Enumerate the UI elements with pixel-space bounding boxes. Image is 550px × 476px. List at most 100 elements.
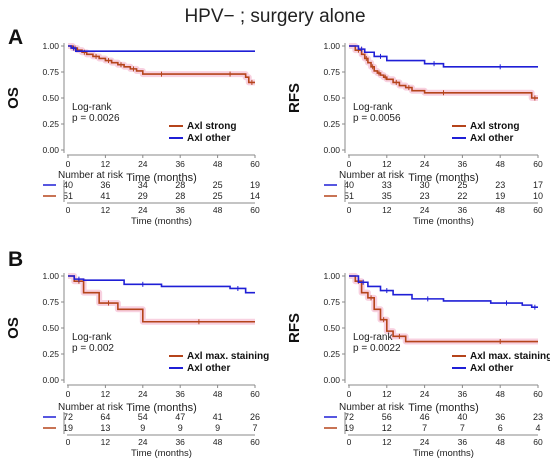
x-tick-label: 48 bbox=[495, 389, 505, 399]
risk-time-label: 36 bbox=[175, 437, 185, 447]
risk-count: 51 bbox=[63, 191, 73, 201]
x-tick-label: 48 bbox=[213, 389, 223, 399]
risk-count: 7 bbox=[252, 423, 257, 433]
figure-title: HPV− ; surgery alone bbox=[184, 6, 365, 27]
risk-time-label: 48 bbox=[213, 437, 223, 447]
logrank-label: Log-rank bbox=[72, 102, 112, 113]
risk-x-axis-label: Time (months) bbox=[413, 216, 474, 227]
y-tick-label: 1.00 bbox=[323, 271, 340, 281]
x-tick-label: 60 bbox=[533, 159, 543, 169]
risk-count: 46 bbox=[420, 412, 430, 422]
risk-count: 6 bbox=[498, 423, 503, 433]
risk-time-label: 0 bbox=[66, 205, 71, 215]
x-axis-label: Time (months) bbox=[408, 402, 479, 414]
risk-count: 9 bbox=[215, 423, 220, 433]
x-axis-label: Time (months) bbox=[126, 172, 197, 184]
risk-time-label: 60 bbox=[533, 205, 543, 215]
risk-count: 64 bbox=[100, 412, 110, 422]
section-letter-a: A bbox=[8, 26, 23, 49]
risk-count: 28 bbox=[175, 180, 185, 190]
y-tick-label: 0.00 bbox=[42, 145, 59, 155]
x-tick-label: 0 bbox=[66, 159, 71, 169]
legend-label: Axl max. staining bbox=[187, 351, 269, 362]
risk-count: 25 bbox=[457, 180, 467, 190]
risk-time-label: 36 bbox=[458, 437, 468, 447]
y-tick-label: 0.75 bbox=[323, 67, 340, 77]
risk-count: 9 bbox=[178, 423, 183, 433]
x-tick-label: 24 bbox=[138, 389, 148, 399]
y-tick-label: 0.50 bbox=[42, 323, 59, 333]
risk-table-title: Number at risk bbox=[58, 170, 124, 181]
risk-time-label: 24 bbox=[138, 437, 148, 447]
risk-count: 54 bbox=[138, 412, 148, 422]
y-tick-label: 0.00 bbox=[42, 375, 59, 385]
km-curve-axl-strong bbox=[349, 275, 538, 343]
km-curve-axl-other bbox=[349, 275, 538, 308]
risk-count: 40 bbox=[63, 180, 73, 190]
risk-time-label: 48 bbox=[213, 205, 223, 215]
x-tick-label: 12 bbox=[382, 159, 392, 169]
risk-time-label: 0 bbox=[66, 437, 71, 447]
risk-count: 7 bbox=[422, 423, 427, 433]
risk-time-label: 0 bbox=[347, 437, 352, 447]
x-axis-label: Time (months) bbox=[126, 402, 197, 414]
risk-x-axis-label: Time (months) bbox=[131, 448, 192, 459]
x-tick-label: 48 bbox=[495, 159, 505, 169]
p-value: p = 0.0022 bbox=[353, 343, 401, 354]
y-tick-label: 0.75 bbox=[323, 297, 340, 307]
x-tick-label: 36 bbox=[175, 159, 185, 169]
risk-time-label: 36 bbox=[458, 205, 468, 215]
risk-count: 13 bbox=[100, 423, 110, 433]
risk-count: 9 bbox=[140, 423, 145, 433]
y-tick-label: 0.50 bbox=[323, 323, 340, 333]
risk-time-label: 24 bbox=[138, 205, 148, 215]
risk-count: 12 bbox=[382, 423, 392, 433]
risk-time-label: 24 bbox=[420, 205, 430, 215]
risk-time-label: 36 bbox=[175, 205, 185, 215]
x-tick-label: 0 bbox=[347, 389, 352, 399]
risk-count: 7 bbox=[460, 423, 465, 433]
y-tick-label: 0.25 bbox=[323, 349, 340, 359]
risk-count: 34 bbox=[138, 180, 148, 190]
y-axis-label: OS bbox=[5, 87, 22, 109]
logrank-label: Log-rank bbox=[72, 332, 112, 343]
risk-time-label: 12 bbox=[382, 205, 392, 215]
risk-table-title: Number at risk bbox=[339, 170, 405, 181]
legend-label: Axl other bbox=[470, 363, 513, 374]
risk-count: 51 bbox=[344, 191, 354, 201]
y-tick-label: 1.00 bbox=[42, 41, 59, 51]
legend-label: Axl other bbox=[470, 133, 513, 144]
risk-count: 36 bbox=[495, 412, 505, 422]
risk-count: 23 bbox=[495, 180, 505, 190]
x-tick-label: 12 bbox=[101, 389, 111, 399]
risk-count: 23 bbox=[533, 412, 543, 422]
risk-count: 35 bbox=[382, 191, 392, 201]
risk-count: 10 bbox=[533, 191, 543, 201]
risk-time-label: 24 bbox=[420, 437, 430, 447]
y-axis-label: OS bbox=[5, 317, 22, 339]
y-tick-label: 0.50 bbox=[323, 93, 340, 103]
risk-count: 23 bbox=[420, 191, 430, 201]
risk-count: 41 bbox=[213, 412, 223, 422]
risk-count: 28 bbox=[175, 191, 185, 201]
legend-label: Axl other bbox=[187, 133, 230, 144]
risk-time-label: 12 bbox=[382, 437, 392, 447]
confidence-band bbox=[68, 273, 255, 325]
risk-x-axis-label: Time (months) bbox=[131, 216, 192, 227]
km-panel-b-os: OS 0.00 0.25 0.50 0.75 1.00 0 12 24 36 48 60 Time (m… bbox=[5, 271, 269, 459]
risk-time-label: 12 bbox=[101, 437, 111, 447]
y-tick-label: 0.75 bbox=[42, 297, 59, 307]
y-tick-label: 0.25 bbox=[323, 119, 340, 129]
x-tick-label: 36 bbox=[458, 389, 468, 399]
risk-time-label: 12 bbox=[101, 205, 111, 215]
p-value: p = 0.002 bbox=[72, 343, 114, 354]
risk-count: 14 bbox=[250, 191, 260, 201]
x-tick-label: 36 bbox=[175, 389, 185, 399]
risk-count: 25 bbox=[213, 180, 223, 190]
y-axis-label: RFS bbox=[286, 83, 303, 113]
legend-label: Axl max. staining bbox=[470, 351, 550, 362]
risk-count: 25 bbox=[213, 191, 223, 201]
y-tick-label: 1.00 bbox=[323, 41, 340, 51]
